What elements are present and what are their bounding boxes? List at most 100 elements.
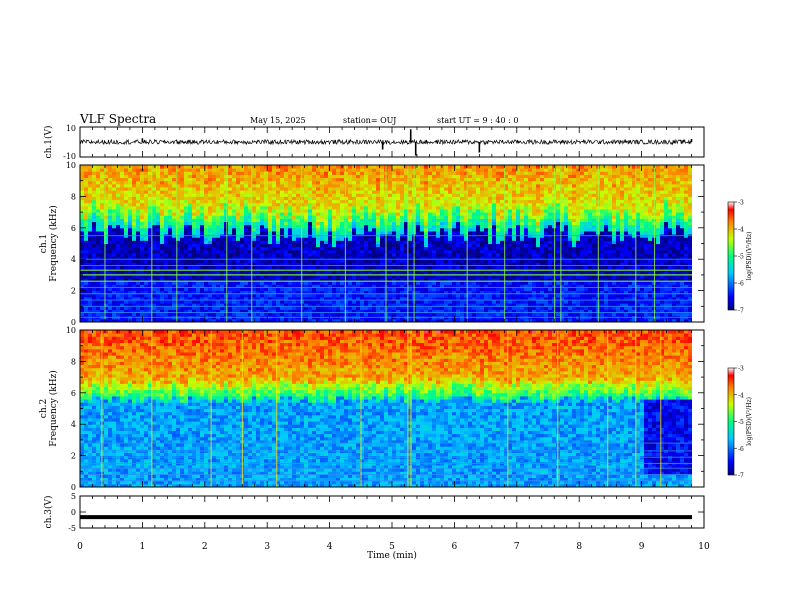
spectrogram-cell [456, 265, 461, 270]
spectrogram-cell [172, 274, 177, 279]
spectrogram-cell [212, 202, 217, 207]
spectrogram-cell [204, 237, 209, 241]
spectrogram-cell [252, 243, 257, 248]
spectrogram-cell [180, 249, 185, 254]
spectrogram-cell [316, 174, 321, 179]
spectrogram-cell [272, 287, 277, 292]
spectrogram-cell [104, 221, 109, 226]
spectrogram-cell [308, 177, 313, 182]
spectrogram-cell [444, 271, 449, 276]
spectrogram-cell [132, 278, 137, 282]
spectrogram-cell [212, 271, 217, 276]
spectrogram-cell [440, 199, 445, 204]
spectrogram-cell [244, 180, 249, 185]
spectrogram-cell [340, 230, 345, 235]
spectrogram-cell [88, 278, 93, 282]
spectrogram-cell [456, 246, 461, 251]
spectrogram-cell [192, 274, 197, 279]
spectrogram-cell [344, 218, 349, 223]
spectrogram-cell [236, 171, 241, 175]
spectrogram-cell [216, 205, 221, 210]
spectrogram-cell [236, 284, 241, 288]
spectrogram-cell [100, 193, 105, 197]
spectrogram-cell [232, 240, 237, 244]
spectrogram-cell [312, 259, 317, 263]
spectrogram-cell [376, 227, 381, 232]
spectrogram-cell [200, 168, 205, 172]
spectrogram-cell [340, 190, 345, 194]
spectrogram-cell [176, 177, 181, 182]
spectrogram-cell [152, 256, 157, 260]
spectrogram-cell [112, 221, 117, 226]
spectrogram-cell [136, 246, 141, 251]
spectrogram-cell [436, 190, 441, 194]
spectrogram-cell [192, 240, 197, 244]
spectrogram-cell [344, 165, 349, 169]
spectrogram-cell [132, 259, 137, 263]
spectrogram-cell [304, 274, 309, 279]
spectrogram-cell [80, 193, 85, 197]
spectrogram-cell [308, 171, 313, 175]
spectrogram-cell [288, 240, 293, 244]
spectrogram-cell [192, 212, 197, 216]
spectrogram-cell [336, 215, 341, 219]
spectrogram-cell [312, 224, 317, 229]
spectrogram-cell [468, 196, 473, 201]
spectrogram-cell [120, 205, 125, 210]
spectrogram-cell [152, 262, 157, 266]
spectrogram-cell [472, 224, 477, 229]
spectrogram-cell [180, 215, 185, 219]
spectrogram-cell [468, 221, 473, 226]
spectrogram-cell [440, 230, 445, 235]
spectrogram-cell [120, 171, 125, 175]
spectrogram-cell [388, 259, 393, 263]
spectrogram-cell [232, 174, 237, 179]
spectrogram-cell [240, 227, 245, 232]
spectrogram-cell [328, 296, 333, 301]
spectrogram-cell [300, 281, 305, 285]
spectrogram-cell [104, 256, 109, 260]
spectrogram-cell [96, 224, 101, 229]
spectrogram-cell [92, 296, 97, 301]
spectrogram-cell [372, 240, 377, 244]
spectrogram-cell [352, 205, 357, 210]
spectrogram-cell [472, 208, 477, 213]
spectrogram-cell [84, 300, 89, 304]
spectrogram-cell [400, 243, 405, 248]
spectrogram-cell [296, 246, 301, 251]
spectrogram-cell [92, 190, 97, 194]
spectrogram-cell [316, 246, 321, 251]
spectrogram-cell [328, 249, 333, 254]
spectrogram-cell [340, 199, 345, 204]
spectrogram-cell [244, 208, 249, 213]
spectrogram-cell [388, 300, 393, 304]
spectrogram-cell [376, 171, 381, 175]
spectrogram-cell [212, 290, 217, 295]
spectrogram-cell [124, 312, 129, 317]
spectrogram-cell [192, 227, 197, 232]
spectrogram-cell [104, 281, 109, 285]
spectrogram-cell [208, 202, 213, 207]
spectrogram-cell [364, 186, 369, 191]
spectrogram-cell [396, 303, 401, 307]
spectrogram-cell [276, 293, 281, 298]
spectrogram-cell [168, 256, 173, 260]
spectrogram-cell [472, 262, 477, 266]
spectrogram-cell [420, 256, 425, 260]
spectrogram-cell [116, 230, 121, 235]
spectrogram-cell [132, 196, 137, 201]
spectrogram-cell [296, 312, 301, 317]
spectrogram-cell [264, 256, 269, 260]
spectrogram-cell [408, 208, 413, 213]
spectrogram-cell [268, 212, 273, 216]
spectrogram-cell [312, 208, 317, 213]
spectrogram-cell [212, 300, 217, 304]
spectrogram-cell [108, 205, 113, 210]
spectrogram-cell [100, 243, 105, 248]
spectrogram-cell [344, 224, 349, 229]
spectrogram-cell [332, 274, 337, 279]
spectrogram-cell [260, 180, 265, 185]
spectrogram-cell [164, 281, 169, 285]
spectrogram-cell [332, 296, 337, 301]
spectrogram-cell [296, 243, 301, 248]
